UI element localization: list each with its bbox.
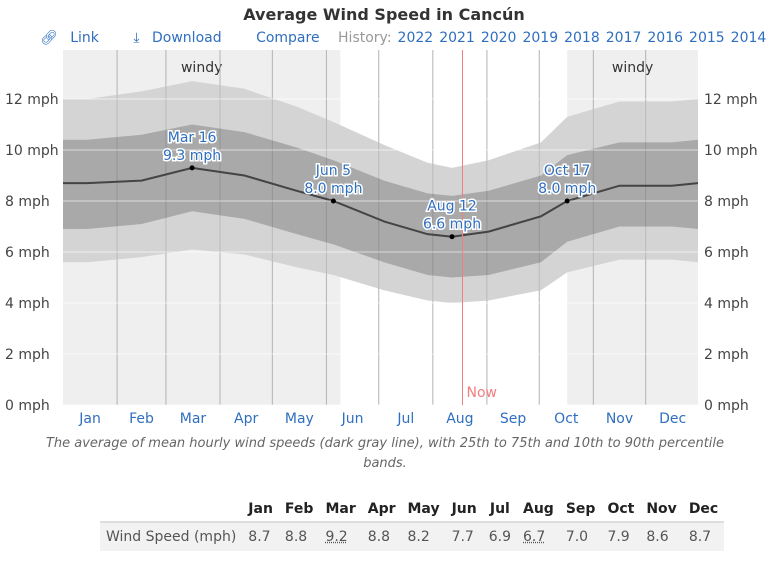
y-tick-left: 2 mph (5, 347, 50, 363)
x-tick-label: Aug (446, 411, 473, 427)
download-button[interactable]: ⤓ Download (133, 30, 229, 46)
monthly-table: Jan Feb Mar Apr May Jun Jul Aug Sep Oct Nov Dec Win… (100, 497, 724, 551)
month-value: 8.2 (402, 522, 446, 551)
link-label: Link (70, 30, 99, 46)
annotation-value: 8.0 mph (304, 181, 362, 197)
annotation-point (190, 165, 195, 170)
x-tick-label: Sep (500, 411, 527, 427)
month-header: Aug (517, 497, 560, 522)
annotation-value: 6.6 mph (423, 217, 481, 233)
history-label: History: (338, 30, 392, 46)
compare-button[interactable]: Compare (256, 30, 320, 46)
month-header: Apr (362, 497, 402, 522)
y-tick-right: 2 mph (704, 347, 749, 363)
month-header: Nov (640, 497, 682, 522)
download-icon: ⤓ (133, 30, 139, 46)
chart-title: Average Wind Speed in Cancún (0, 5, 768, 24)
x-tick-label: May (285, 411, 314, 427)
table-row: Wind Speed (mph) 8.7 8.8 9.2 8.8 8.2 7.7 6.9 6.7… (100, 522, 724, 551)
chart-caption: The average of mean hourly wind speeds (… (40, 434, 730, 474)
y-tick-left: 8 mph (5, 194, 50, 210)
history-year-2022[interactable]: 2022 (398, 30, 434, 46)
month-value: 7.9 (601, 522, 640, 551)
x-tick-label: Jun (341, 411, 364, 427)
month-value: 6.7 (517, 522, 560, 551)
month-value: 8.8 (279, 522, 320, 551)
history-years: 2022 2021 2020 2019 2018 2017 2016 2015 2014 (398, 30, 768, 46)
y-tick-right: 4 mph (704, 296, 749, 312)
history-year-2015[interactable]: 2015 (689, 30, 725, 46)
now-label: Now (466, 385, 497, 401)
month-header: Dec (683, 497, 724, 522)
history-year-2018[interactable]: 2018 (564, 30, 600, 46)
link-button[interactable]: 🔗︎ Link (40, 30, 107, 46)
month-value: 8.8 (362, 522, 402, 551)
link-icon: 🔗︎ (40, 30, 58, 46)
windy-label: windy (612, 60, 653, 76)
windy-label: windy (181, 60, 222, 76)
month-header: Feb (279, 497, 320, 522)
y-tick-left: 10 mph (5, 143, 59, 159)
history-year-2017[interactable]: 2017 (606, 30, 642, 46)
y-tick-left: 4 mph (5, 296, 50, 312)
history-year-2016[interactable]: 2016 (647, 30, 683, 46)
annotation-point (331, 199, 336, 204)
annotation-date: Mar 16 (168, 130, 217, 146)
month-value: 8.7 (683, 522, 724, 551)
month-value: 7.0 (560, 522, 602, 551)
annotation-value: 9.3 mph (163, 148, 221, 164)
x-tick-label: Jul (396, 411, 414, 427)
y-tick-right: 6 mph (704, 245, 749, 261)
x-tick-label: Nov (606, 411, 633, 427)
x-tick-label: Oct (554, 411, 579, 427)
annotation-value: 8.0 mph (538, 181, 596, 197)
month-value: 6.9 (483, 522, 517, 551)
month-header: May (402, 497, 446, 522)
y-tick-left: 0 mph (5, 398, 50, 414)
month-header: Sep (560, 497, 602, 522)
month-value: 8.7 (242, 522, 279, 551)
y-tick-left: 12 mph (5, 92, 59, 108)
month-header: Mar (319, 497, 361, 522)
x-tick-label: Dec (659, 411, 686, 427)
x-tick-label: Apr (234, 411, 258, 427)
y-tick-left: 6 mph (5, 245, 50, 261)
table-corner (100, 497, 242, 522)
x-tick-label: Feb (129, 411, 154, 427)
history-year-2020[interactable]: 2020 (481, 30, 517, 46)
toolbar: 🔗︎ Link ⤓ Download Compare History: 2022 2… (40, 30, 768, 46)
history-year-2014[interactable]: 2014 (731, 30, 767, 46)
download-label: Download (152, 30, 222, 46)
month-value: 7.7 (446, 522, 483, 551)
y-tick-right: 10 mph (704, 143, 758, 159)
history-year-2021[interactable]: 2021 (439, 30, 475, 46)
row-label: Wind Speed (mph) (100, 522, 242, 551)
x-tick-label: Jan (78, 411, 101, 427)
month-value: 9.2 (319, 522, 361, 551)
history-year-2019[interactable]: 2019 (522, 30, 558, 46)
month-header: Jun (446, 497, 483, 522)
month-header: Oct (601, 497, 640, 522)
annotation-point (450, 234, 455, 239)
x-tick-label: Mar (180, 411, 207, 427)
annotation-date: Jun 5 (315, 163, 351, 179)
annotation-date: Oct 17 (544, 163, 590, 179)
y-tick-right: 8 mph (704, 194, 749, 210)
month-value: 8.6 (640, 522, 682, 551)
annotation-point (565, 199, 570, 204)
annotation-date: Aug 12 (427, 199, 477, 215)
wind-speed-chart: windy windy 0 mph 0 mph 2 mph 2 mph 4 mph 4 mph… (0, 45, 768, 435)
month-header: Jul (483, 497, 517, 522)
y-tick-right: 0 mph (704, 398, 749, 414)
month-header: Jan (242, 497, 279, 522)
y-tick-right: 12 mph (704, 92, 758, 108)
